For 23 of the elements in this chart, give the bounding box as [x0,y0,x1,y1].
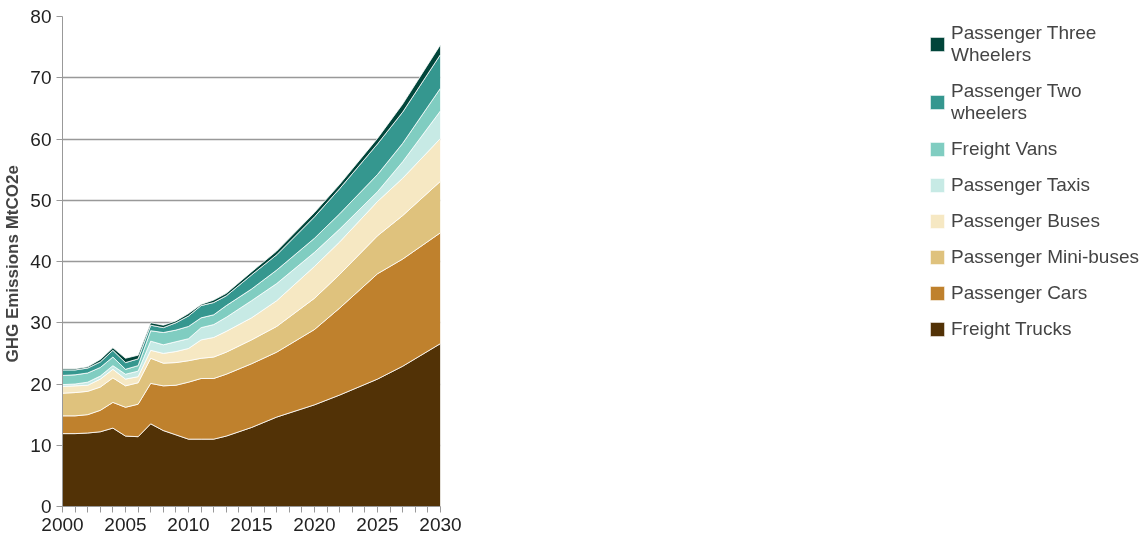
legend-label: Passenger Three Wheelers [951,22,1097,66]
y-tick-label: 60 [30,128,52,150]
legend-label: Freight Vans [951,138,1058,160]
x-tick-label: 2030 [419,513,462,535]
y-axis-title: GHG Emissions MtCO2e [3,165,23,363]
legend-label: Freight Trucks [951,318,1072,340]
y-tick-label: 70 [30,67,52,89]
legend-label: Passenger Two wheelers [951,80,1082,124]
x-tick-label: 2015 [230,513,273,535]
y-tick-label: 20 [30,373,52,395]
legend-label: Passenger Cars [951,282,1088,304]
y-tick-label: 50 [30,189,52,211]
y-tick-label: 30 [30,312,52,334]
legend-label: Passenger Buses [951,210,1100,232]
x-tick-label: 2025 [356,513,399,535]
legend-label: Passenger Mini-buses [951,246,1139,268]
legend-label: Passenger Taxis [951,174,1091,196]
x-tick-label: 2020 [293,513,336,535]
y-tick-label: 10 [30,434,52,456]
y-tick-label: 80 [30,6,52,27]
x-tick-label: 2010 [167,513,210,535]
y-tick-label: 40 [30,251,52,272]
x-tick-label: 2005 [104,513,147,535]
